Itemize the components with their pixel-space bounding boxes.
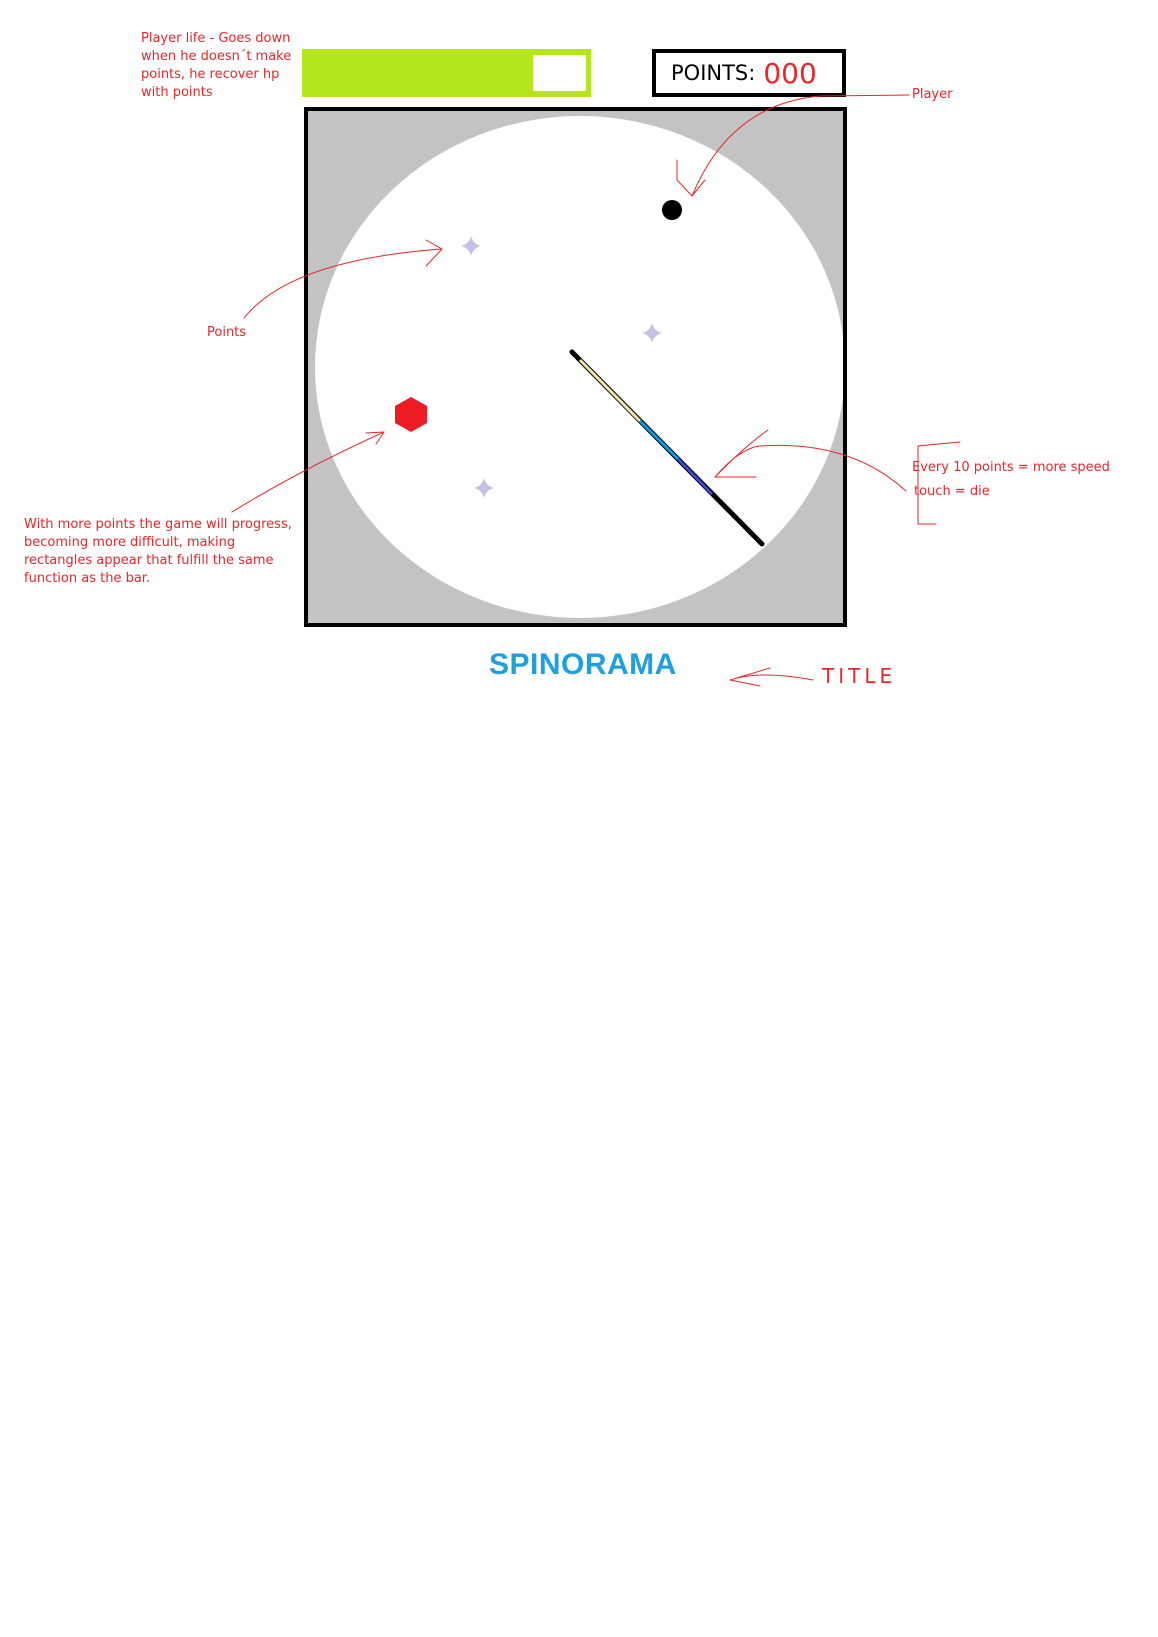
enemy-hexagon-icon (395, 397, 427, 432)
arena-border (304, 107, 847, 627)
arena-circle (315, 116, 843, 618)
arena (304, 107, 847, 627)
annotation-player: Player (912, 87, 953, 102)
arrow-to-player (691, 94, 910, 197)
bar-segment-cream (578, 358, 642, 423)
arrow-to-bar (759, 444, 907, 492)
annotation-bracket (917, 441, 961, 525)
arrow-to-enemy-head (365, 431, 385, 445)
bar-segment-cyan (638, 419, 680, 461)
point-star-icon (461, 236, 481, 256)
game-canvas (231, 94, 961, 687)
point-star-icon (642, 323, 662, 343)
point-star-icon (474, 478, 494, 498)
points-label: POINTS: (671, 61, 756, 85)
bar-segment-blue (676, 457, 714, 496)
player-life-bar (302, 49, 591, 97)
arrow-to-player-head (676, 159, 706, 197)
annotation-player-life: Player life - Goes down when he doesn´t … (141, 31, 292, 100)
arrow-to-enemy (231, 431, 385, 513)
annotation-speed: Every 10 points = more speed (912, 460, 1110, 475)
arrow-to-point (243, 248, 443, 319)
annotation-touch-die: touch = die (914, 484, 990, 499)
annotation-points: Points (207, 325, 247, 340)
player-circle-icon (662, 200, 682, 220)
points-value: 000 (763, 56, 817, 90)
spinning-bar (569, 349, 765, 547)
life-bar-missing-portion (533, 55, 586, 91)
points-display: POINTS: 000 (652, 49, 846, 97)
arrow-to-bar-head (713, 429, 769, 478)
annotation-title: TITLE (822, 664, 897, 688)
annotation-progress: With more points the game will progress,… (24, 517, 292, 586)
annotation-arrows (231, 94, 961, 687)
game-title: SPINORAMA (489, 648, 677, 681)
arrow-to-point-head (425, 239, 443, 267)
arrow-to-title (729, 667, 814, 687)
